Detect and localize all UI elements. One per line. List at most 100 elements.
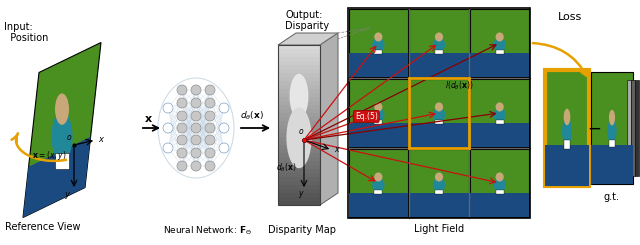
Bar xyxy=(278,97,320,101)
Circle shape xyxy=(177,111,187,121)
Text: $-$: $-$ xyxy=(587,119,601,137)
Text: Position: Position xyxy=(4,33,49,43)
Bar xyxy=(278,129,320,133)
Ellipse shape xyxy=(435,32,443,41)
Bar xyxy=(278,77,320,81)
Polygon shape xyxy=(23,137,91,218)
Text: $l(d_{\theta}(\mathbf{x}))$: $l(d_{\theta}(\mathbf{x}))$ xyxy=(445,79,474,92)
Polygon shape xyxy=(496,190,504,194)
Circle shape xyxy=(177,123,187,133)
Polygon shape xyxy=(349,53,408,77)
Ellipse shape xyxy=(287,107,312,168)
Bar xyxy=(348,8,530,218)
Ellipse shape xyxy=(433,38,445,52)
Bar xyxy=(278,161,320,165)
Text: Eq.(5): Eq.(5) xyxy=(355,112,378,121)
Circle shape xyxy=(205,111,215,121)
Circle shape xyxy=(191,85,201,95)
Ellipse shape xyxy=(372,108,385,122)
Bar xyxy=(278,61,320,65)
Circle shape xyxy=(219,123,229,133)
Bar xyxy=(278,181,320,185)
Polygon shape xyxy=(409,9,468,77)
Ellipse shape xyxy=(289,74,308,119)
Bar xyxy=(278,165,320,169)
Bar xyxy=(278,53,320,57)
Bar xyxy=(278,133,320,137)
Polygon shape xyxy=(496,120,504,124)
Polygon shape xyxy=(435,50,443,54)
Circle shape xyxy=(205,161,215,171)
Polygon shape xyxy=(374,120,382,124)
Text: Disparity Map: Disparity Map xyxy=(268,225,336,235)
Bar xyxy=(278,85,320,89)
Bar xyxy=(278,125,320,129)
Polygon shape xyxy=(349,9,408,77)
Bar xyxy=(278,153,320,157)
Ellipse shape xyxy=(564,109,570,125)
Polygon shape xyxy=(545,145,589,185)
Bar xyxy=(278,57,320,61)
Bar xyxy=(278,117,320,121)
Ellipse shape xyxy=(374,32,383,41)
Circle shape xyxy=(191,98,201,108)
Bar xyxy=(278,69,320,73)
Ellipse shape xyxy=(609,110,615,125)
Bar xyxy=(278,121,320,125)
Circle shape xyxy=(205,123,215,133)
Bar xyxy=(278,65,320,69)
Ellipse shape xyxy=(495,172,504,182)
Text: Input:: Input: xyxy=(4,22,33,32)
Circle shape xyxy=(205,98,215,108)
Bar xyxy=(278,149,320,153)
Polygon shape xyxy=(591,145,633,184)
Bar xyxy=(278,197,320,201)
Bar xyxy=(278,113,320,117)
Circle shape xyxy=(205,148,215,158)
Polygon shape xyxy=(591,72,633,184)
Ellipse shape xyxy=(55,93,69,125)
Circle shape xyxy=(163,123,173,133)
Text: Neural Network: $\mathbf{F}_{\Theta}$: Neural Network: $\mathbf{F}_{\Theta}$ xyxy=(163,224,252,236)
Text: Loss: Loss xyxy=(558,12,582,22)
Bar xyxy=(278,189,320,193)
Bar xyxy=(278,177,320,181)
Polygon shape xyxy=(409,53,468,77)
Bar xyxy=(278,193,320,197)
Polygon shape xyxy=(545,71,589,185)
Circle shape xyxy=(177,148,187,158)
Bar xyxy=(278,93,320,97)
Polygon shape xyxy=(470,53,529,77)
Polygon shape xyxy=(23,42,101,218)
Circle shape xyxy=(177,85,187,95)
Text: Output:: Output: xyxy=(285,10,323,20)
Circle shape xyxy=(205,135,215,145)
Polygon shape xyxy=(55,153,68,169)
Text: $y$: $y$ xyxy=(298,189,305,200)
Text: $\mathbf{x}$: $\mathbf{x}$ xyxy=(144,114,153,124)
Polygon shape xyxy=(409,193,468,217)
Polygon shape xyxy=(409,79,468,147)
Text: Disparity: Disparity xyxy=(285,21,329,31)
Bar xyxy=(409,78,469,148)
Ellipse shape xyxy=(372,178,385,192)
Ellipse shape xyxy=(374,172,383,182)
Text: $o$: $o$ xyxy=(66,133,72,142)
Bar xyxy=(635,80,639,176)
Polygon shape xyxy=(278,33,338,45)
Polygon shape xyxy=(349,79,408,147)
Polygon shape xyxy=(349,123,408,147)
Bar xyxy=(278,105,320,109)
Bar xyxy=(278,145,320,149)
Text: $x$: $x$ xyxy=(98,135,105,144)
Circle shape xyxy=(177,161,187,171)
Bar xyxy=(278,89,320,93)
Bar xyxy=(278,173,320,177)
Ellipse shape xyxy=(435,172,443,182)
Text: $\mathbf{x}=(x,y)$: $\mathbf{x}=(x,y)$ xyxy=(32,149,67,162)
Bar xyxy=(278,185,320,189)
Circle shape xyxy=(191,135,201,145)
Text: $y$: $y$ xyxy=(65,190,72,201)
Text: g.t.: g.t. xyxy=(604,192,620,202)
Ellipse shape xyxy=(493,38,506,52)
